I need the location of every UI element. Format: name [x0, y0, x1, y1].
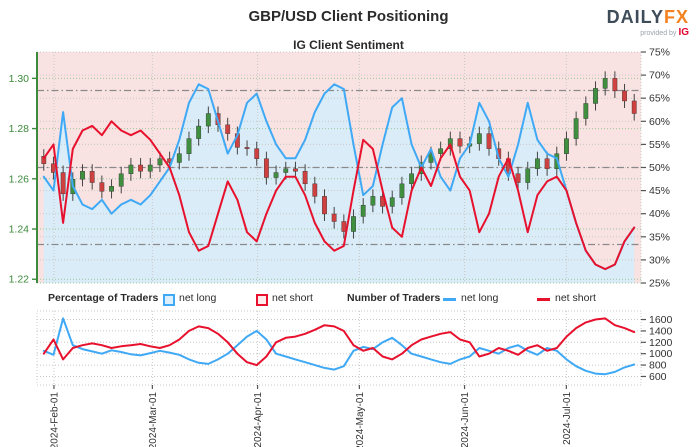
svg-text:800: 800: [649, 360, 667, 372]
legend-num-net-short: net short: [555, 292, 596, 304]
svg-text:2024-Jun-01: 2024-Jun-01: [460, 392, 471, 447]
svg-text:25%: 25%: [649, 278, 670, 290]
svg-text:1.24: 1.24: [9, 224, 30, 236]
svg-text:1.26: 1.26: [9, 173, 30, 185]
dailyfx-logo-text: DAILYFX: [607, 8, 689, 26]
svg-text:50%: 50%: [649, 162, 670, 174]
svg-text:2024-Apr-01: 2024-Apr-01: [253, 392, 264, 447]
net-long-dash-icon: [443, 298, 456, 301]
provided-by-text: provided by: [640, 30, 677, 37]
svg-text:1.22: 1.22: [9, 274, 30, 286]
svg-text:70%: 70%: [649, 70, 670, 82]
provided-by-label: provided by IG: [607, 28, 689, 38]
page-title: GBP/USD Client Positioning: [248, 8, 449, 25]
legend-pct-net-short: net short: [272, 292, 313, 304]
net-long-swatch-icon: [163, 294, 175, 306]
svg-text:55%: 55%: [649, 139, 670, 151]
svg-text:1200: 1200: [649, 337, 673, 349]
ig-logo: IG: [678, 27, 689, 38]
svg-text:65%: 65%: [649, 93, 670, 105]
svg-text:2024-Mar-01: 2024-Mar-01: [148, 392, 159, 447]
svg-text:1400: 1400: [649, 325, 673, 337]
svg-text:1600: 1600: [649, 314, 673, 326]
svg-text:2024-Jul-01: 2024-Jul-01: [562, 392, 573, 445]
net-short-dash-icon: [537, 298, 550, 301]
svg-text:30%: 30%: [649, 254, 670, 266]
svg-text:75%: 75%: [649, 47, 670, 59]
svg-text:1000: 1000: [649, 348, 673, 360]
svg-text:2024-Feb-01: 2024-Feb-01: [49, 392, 60, 447]
legend-pct-net-long: net long: [179, 292, 217, 304]
svg-text:60%: 60%: [649, 116, 670, 128]
dailyfx-logo: DAILYFX provided by IG: [607, 8, 689, 38]
legend-num-heading: Number of Traders: [347, 292, 441, 304]
logo-brand-accent: FX: [663, 7, 689, 27]
svg-text:600: 600: [649, 371, 667, 383]
svg-text:1.28: 1.28: [9, 123, 30, 135]
svg-text:35%: 35%: [649, 231, 670, 243]
svg-text:45%: 45%: [649, 185, 670, 197]
svg-text:2024-May-01: 2024-May-01: [355, 392, 366, 447]
net-short-swatch-icon: [256, 294, 268, 306]
legend-num-net-long: net long: [461, 292, 499, 304]
logo-brand-primary: DAILY: [606, 7, 664, 27]
svg-text:40%: 40%: [649, 208, 670, 220]
legend-pct-heading: Percentage of Traders: [48, 292, 159, 304]
chart-subtitle: IG Client Sentiment: [293, 38, 404, 52]
svg-text:1.30: 1.30: [9, 73, 30, 85]
